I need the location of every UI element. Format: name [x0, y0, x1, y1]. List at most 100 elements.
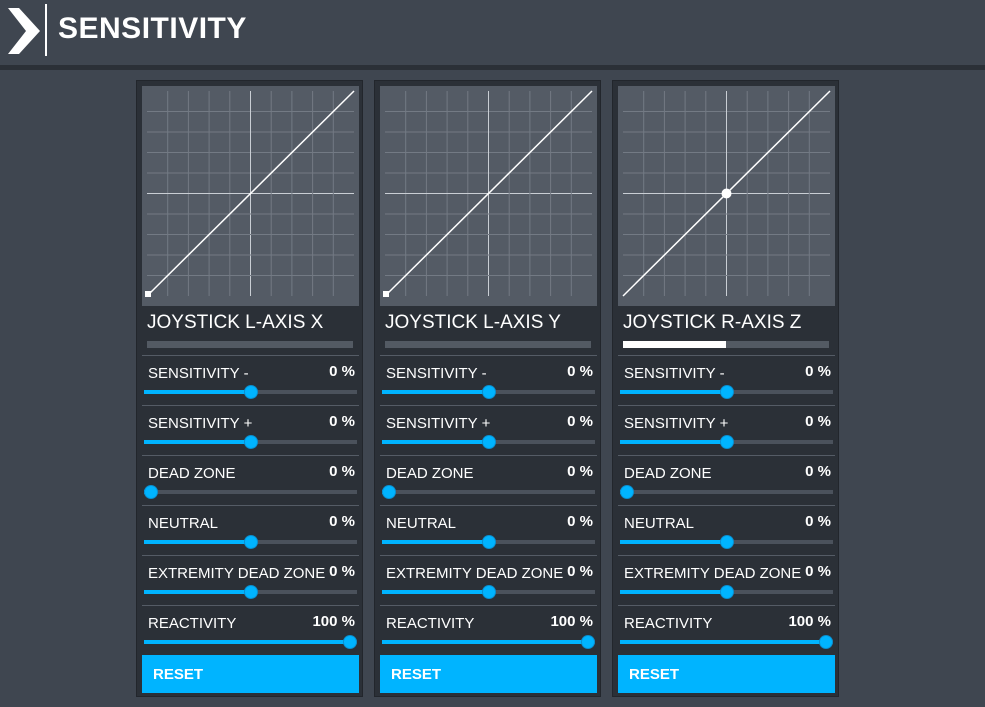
setting-row-dead-zone: DEAD ZONE 0 %: [380, 455, 597, 505]
sensitivity-curve-graph: [142, 86, 359, 306]
slider-knob[interactable]: [620, 485, 634, 499]
slider-knob[interactable]: [819, 635, 833, 649]
dead-zone-slider[interactable]: [382, 485, 595, 499]
setting-value: 0 %: [567, 413, 593, 430]
setting-row-extremity-dead-zone: EXTREMITY DEAD ZONE 0 %: [142, 555, 359, 605]
axis-panel-l-axis-y: JOYSTICK L-AXIS Y SENSITIVITY - 0 % SENS…: [374, 80, 601, 697]
reactivity-slider[interactable]: [382, 635, 595, 649]
neutral-slider[interactable]: [382, 535, 595, 549]
setting-label: EXTREMITY DEAD ZONE: [386, 565, 564, 582]
slider-knob[interactable]: [243, 385, 258, 399]
setting-row-sensitivity-plus: SENSITIVITY + 0 %: [380, 405, 597, 455]
setting-value: 0 %: [329, 363, 355, 380]
slider-knob[interactable]: [382, 485, 396, 499]
slider-knob[interactable]: [481, 585, 496, 599]
setting-label: SENSITIVITY -: [148, 365, 249, 382]
setting-row-neutral: NEUTRAL 0 %: [142, 505, 359, 555]
setting-value: 0 %: [567, 513, 593, 530]
setting-label: SENSITIVITY +: [386, 415, 491, 432]
setting-label: DEAD ZONE: [386, 465, 474, 482]
slider-knob[interactable]: [719, 435, 734, 449]
slider-knob[interactable]: [719, 385, 734, 399]
sensitivity-minus-slider[interactable]: [620, 385, 833, 399]
axis-panel-r-axis-z: JOYSTICK R-AXIS Z SENSITIVITY - 0 % SENS…: [612, 80, 839, 697]
dead-zone-slider[interactable]: [144, 485, 357, 499]
setting-label: REACTIVITY: [386, 615, 475, 632]
slider-knob[interactable]: [481, 385, 496, 399]
slider-knob[interactable]: [144, 485, 158, 499]
setting-row-neutral: NEUTRAL 0 %: [618, 505, 835, 555]
setting-row-dead-zone: DEAD ZONE 0 %: [142, 455, 359, 505]
reactivity-slider[interactable]: [144, 635, 357, 649]
setting-value: 0 %: [567, 363, 593, 380]
setting-label: REACTIVITY: [148, 615, 237, 632]
response-curve: [146, 90, 355, 297]
setting-label: EXTREMITY DEAD ZONE: [148, 565, 326, 582]
header-bar: SENSITIVITY: [0, 0, 985, 65]
page-title: SENSITIVITY: [58, 12, 247, 45]
axis-name: JOYSTICK L-AXIS X: [147, 312, 324, 333]
dead-zone-slider[interactable]: [620, 485, 833, 499]
extremity-dead-zone-slider[interactable]: [620, 585, 833, 599]
setting-label: SENSITIVITY -: [386, 365, 487, 382]
header-divider: [45, 4, 47, 56]
axis-input-meter: [147, 341, 353, 348]
setting-row-extremity-dead-zone: EXTREMITY DEAD ZONE 0 %: [618, 555, 835, 605]
slider-knob[interactable]: [719, 585, 734, 599]
setting-row-sensitivity-plus: SENSITIVITY + 0 %: [142, 405, 359, 455]
back-chevron-icon[interactable]: [8, 8, 40, 54]
sensitivity-curve-graph: [380, 86, 597, 306]
setting-row-reactivity: REACTIVITY 100 %: [142, 605, 359, 655]
setting-label: DEAD ZONE: [624, 465, 712, 482]
setting-label: NEUTRAL: [386, 515, 457, 532]
axis-input-meter: [623, 341, 829, 348]
slider-knob[interactable]: [343, 635, 357, 649]
sensitivity-plus-slider[interactable]: [144, 435, 357, 449]
reset-button[interactable]: RESET: [380, 655, 597, 693]
slider-knob[interactable]: [243, 585, 258, 599]
reset-button[interactable]: RESET: [618, 655, 835, 693]
setting-row-sensitivity-minus: SENSITIVITY - 0 %: [618, 355, 835, 405]
slider-knob[interactable]: [243, 535, 258, 549]
slider-knob[interactable]: [581, 635, 595, 649]
axis-name: JOYSTICK R-AXIS Z: [623, 312, 802, 333]
sensitivity-minus-slider[interactable]: [144, 385, 357, 399]
axis-name: JOYSTICK L-AXIS Y: [385, 312, 561, 333]
extremity-dead-zone-slider[interactable]: [144, 585, 357, 599]
setting-value: 0 %: [805, 363, 831, 380]
response-curve: [384, 90, 593, 297]
neutral-slider[interactable]: [620, 535, 833, 549]
setting-row-reactivity: REACTIVITY 100 %: [380, 605, 597, 655]
slider-knob[interactable]: [243, 435, 258, 449]
setting-row-dead-zone: DEAD ZONE 0 %: [618, 455, 835, 505]
sensitivity-minus-slider[interactable]: [382, 385, 595, 399]
setting-label: SENSITIVITY +: [624, 415, 729, 432]
sensitivity-plus-slider[interactable]: [382, 435, 595, 449]
setting-label: SENSITIVITY -: [624, 365, 725, 382]
setting-value: 0 %: [805, 463, 831, 480]
slider-knob[interactable]: [719, 535, 734, 549]
setting-label: DEAD ZONE: [148, 465, 236, 482]
setting-value: 100 %: [550, 613, 593, 630]
slider-knob[interactable]: [481, 435, 496, 449]
reset-button[interactable]: RESET: [142, 655, 359, 693]
setting-value: 0 %: [805, 513, 831, 530]
setting-row-sensitivity-minus: SENSITIVITY - 0 %: [142, 355, 359, 405]
setting-row-extremity-dead-zone: EXTREMITY DEAD ZONE 0 %: [380, 555, 597, 605]
setting-label: NEUTRAL: [624, 515, 695, 532]
header-underline: [0, 65, 985, 70]
input-position-dot: [721, 188, 732, 199]
setting-row-sensitivity-minus: SENSITIVITY - 0 %: [380, 355, 597, 405]
setting-label: NEUTRAL: [148, 515, 219, 532]
setting-row-neutral: NEUTRAL 0 %: [380, 505, 597, 555]
sensitivity-plus-slider[interactable]: [620, 435, 833, 449]
reactivity-slider[interactable]: [620, 635, 833, 649]
setting-row-reactivity: REACTIVITY 100 %: [618, 605, 835, 655]
axis-panel-l-axis-x: JOYSTICK L-AXIS X SENSITIVITY - 0 % SENS…: [136, 80, 363, 697]
axis-input-meter: [385, 341, 591, 348]
setting-value: 100 %: [788, 613, 831, 630]
neutral-slider[interactable]: [144, 535, 357, 549]
slider-knob[interactable]: [481, 535, 496, 549]
setting-label: REACTIVITY: [624, 615, 713, 632]
extremity-dead-zone-slider[interactable]: [382, 585, 595, 599]
